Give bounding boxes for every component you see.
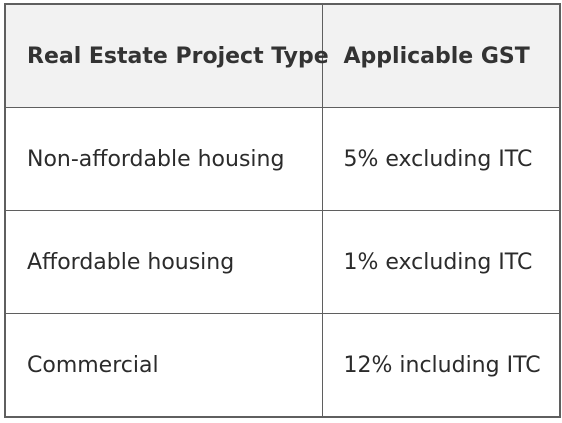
table-header-row: Real Estate Project Type Applicable GST xyxy=(4,3,561,108)
header-project-type: Real Estate Project Type xyxy=(4,3,329,108)
gst-rates-table: Real Estate Project Type Applicable GST … xyxy=(4,3,561,418)
cell-applicable-gst: 12% including ITC xyxy=(321,313,561,418)
cell-applicable-gst: 1% excluding ITC xyxy=(321,210,561,314)
header-applicable-gst: Applicable GST xyxy=(321,3,561,108)
table-row: Affordable housing 1% excluding ITC xyxy=(4,210,561,314)
cell-project-type: Commercial xyxy=(4,313,323,418)
cell-project-type: Non-affordable housing xyxy=(4,107,323,211)
table-row: Non-affordable housing 5% excluding ITC xyxy=(4,107,561,211)
cell-project-type: Affordable housing xyxy=(4,210,323,314)
table-row: Commercial 12% including ITC xyxy=(4,313,561,418)
cell-applicable-gst: 5% excluding ITC xyxy=(321,107,561,211)
